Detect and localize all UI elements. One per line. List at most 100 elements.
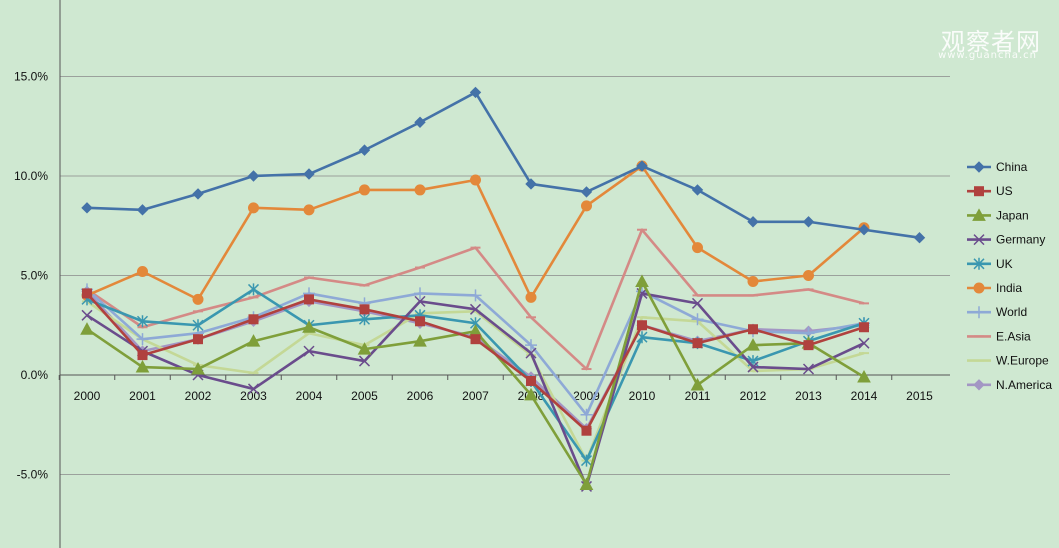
- series-group: [80, 86, 926, 492]
- watermark-url: www.guancha.cn: [938, 50, 1037, 61]
- series-us: [82, 288, 869, 436]
- legend-marker: [973, 379, 985, 391]
- data-point-us: [193, 334, 203, 345]
- data-point-japan: [80, 322, 94, 335]
- legend-label: Japan: [996, 208, 1029, 222]
- data-point-china: [525, 178, 537, 190]
- data-point-china: [858, 224, 870, 236]
- legend-marker: [973, 306, 985, 319]
- x-tick-label: 2001: [129, 389, 156, 403]
- axes: -5.0% 0.0% 5.0% 10.0% 15.0% 2000 2001 2002 2003 2…: [14, 0, 950, 548]
- data-point-us: [692, 338, 703, 349]
- data-point-us: [359, 304, 370, 315]
- data-point-japan: [135, 359, 150, 373]
- data-point-india: [803, 270, 814, 281]
- data-point-germany: [358, 355, 371, 367]
- data-point-germany: [802, 363, 815, 375]
- data-point-china: [81, 202, 93, 214]
- data-point-china: [303, 168, 315, 180]
- x-tick-label: 2010: [629, 389, 656, 403]
- data-point-us: [82, 288, 92, 299]
- data-point-germany: [247, 383, 260, 395]
- watermark-logo-text: 观察者网: [941, 28, 1041, 56]
- data-point-germany: [414, 295, 426, 307]
- data-point-china: [636, 160, 648, 172]
- data-point-us: [803, 340, 814, 351]
- data-point-germany: [81, 309, 93, 321]
- data-point-japan: [857, 369, 871, 383]
- data-point-us: [137, 350, 148, 361]
- data-point-india: [414, 184, 426, 196]
- data-point-china: [358, 144, 371, 156]
- data-point-japan: [191, 361, 205, 375]
- data-point-world: [525, 339, 537, 352]
- legend-item-world: World: [967, 305, 1027, 319]
- data-point-japan: [524, 387, 538, 401]
- legend-label: E.Asia: [996, 329, 1031, 343]
- data-point-germany: [469, 303, 482, 315]
- data-point-china: [414, 116, 426, 128]
- data-point-china: [580, 186, 593, 198]
- data-point-world: [580, 408, 593, 421]
- data-point-japan: [246, 334, 261, 347]
- data-point-germany: [747, 361, 759, 373]
- data-point-japan: [357, 342, 372, 355]
- x-tick-label: 2002: [185, 389, 212, 403]
- data-point-world: [414, 287, 426, 300]
- gridlines: [60, 76, 950, 475]
- data-point-india: [192, 293, 204, 305]
- data-point-us: [581, 425, 592, 436]
- data-point-china: [747, 216, 759, 228]
- data-point-china: [247, 170, 260, 182]
- data-point-uk: [358, 313, 371, 326]
- legend-label: India: [996, 281, 1022, 295]
- data-point-uk: [247, 283, 260, 296]
- data-point-china: [469, 86, 482, 99]
- x-tick-label: 2004: [296, 389, 323, 403]
- data-point-china: [136, 204, 149, 216]
- x-tick-label: 2014: [851, 389, 878, 403]
- legend-label: US: [996, 184, 1013, 198]
- data-point-germany: [303, 345, 315, 357]
- legend-marker: [973, 257, 985, 270]
- data-point-china: [691, 184, 704, 196]
- data-point-uk: [580, 454, 593, 467]
- data-point-us: [470, 334, 481, 345]
- legend-item-us: US: [967, 184, 1013, 198]
- x-tick-label: 2015: [906, 389, 933, 403]
- data-point-us: [748, 324, 758, 335]
- data-point-india: [303, 204, 315, 216]
- data-point-india: [248, 202, 259, 214]
- x-tick-label: 2011: [685, 389, 711, 403]
- legend-item-india: India: [967, 281, 1022, 295]
- legend: China US Japan Germany UK India World E.Asia W.E…: [967, 160, 1052, 392]
- data-point-us: [304, 294, 314, 305]
- data-point-uk: [136, 315, 149, 328]
- series-japan: [80, 274, 871, 490]
- data-point-india: [359, 184, 370, 196]
- legend-item-w-europe: W.Europe: [967, 354, 1049, 368]
- x-tick-label: 2012: [740, 389, 767, 403]
- data-point-india: [692, 242, 703, 254]
- data-point-world: [136, 333, 149, 346]
- legend-label: N.America: [996, 378, 1052, 392]
- data-point-china: [192, 188, 204, 200]
- data-point-germany: [691, 297, 704, 309]
- legend-item-n-america: N.America: [967, 378, 1052, 392]
- data-point-japan: [635, 274, 649, 287]
- x-tick-label: 2007: [462, 389, 489, 403]
- x-tick-label: 2013: [795, 389, 822, 403]
- data-point-us: [859, 322, 869, 333]
- data-point-india: [525, 291, 537, 303]
- x-tick-label: 2003: [240, 389, 267, 403]
- legend-label: Germany: [996, 233, 1045, 247]
- legend-label: UK: [996, 257, 1013, 271]
- y-tick-label: 5.0%: [21, 269, 49, 283]
- data-point-japan: [690, 377, 705, 391]
- legend-item-uk: UK: [967, 257, 1013, 271]
- series-e-asia: [82, 228, 869, 371]
- legend-item-china: China: [967, 160, 1028, 174]
- legend-marker: [973, 161, 985, 173]
